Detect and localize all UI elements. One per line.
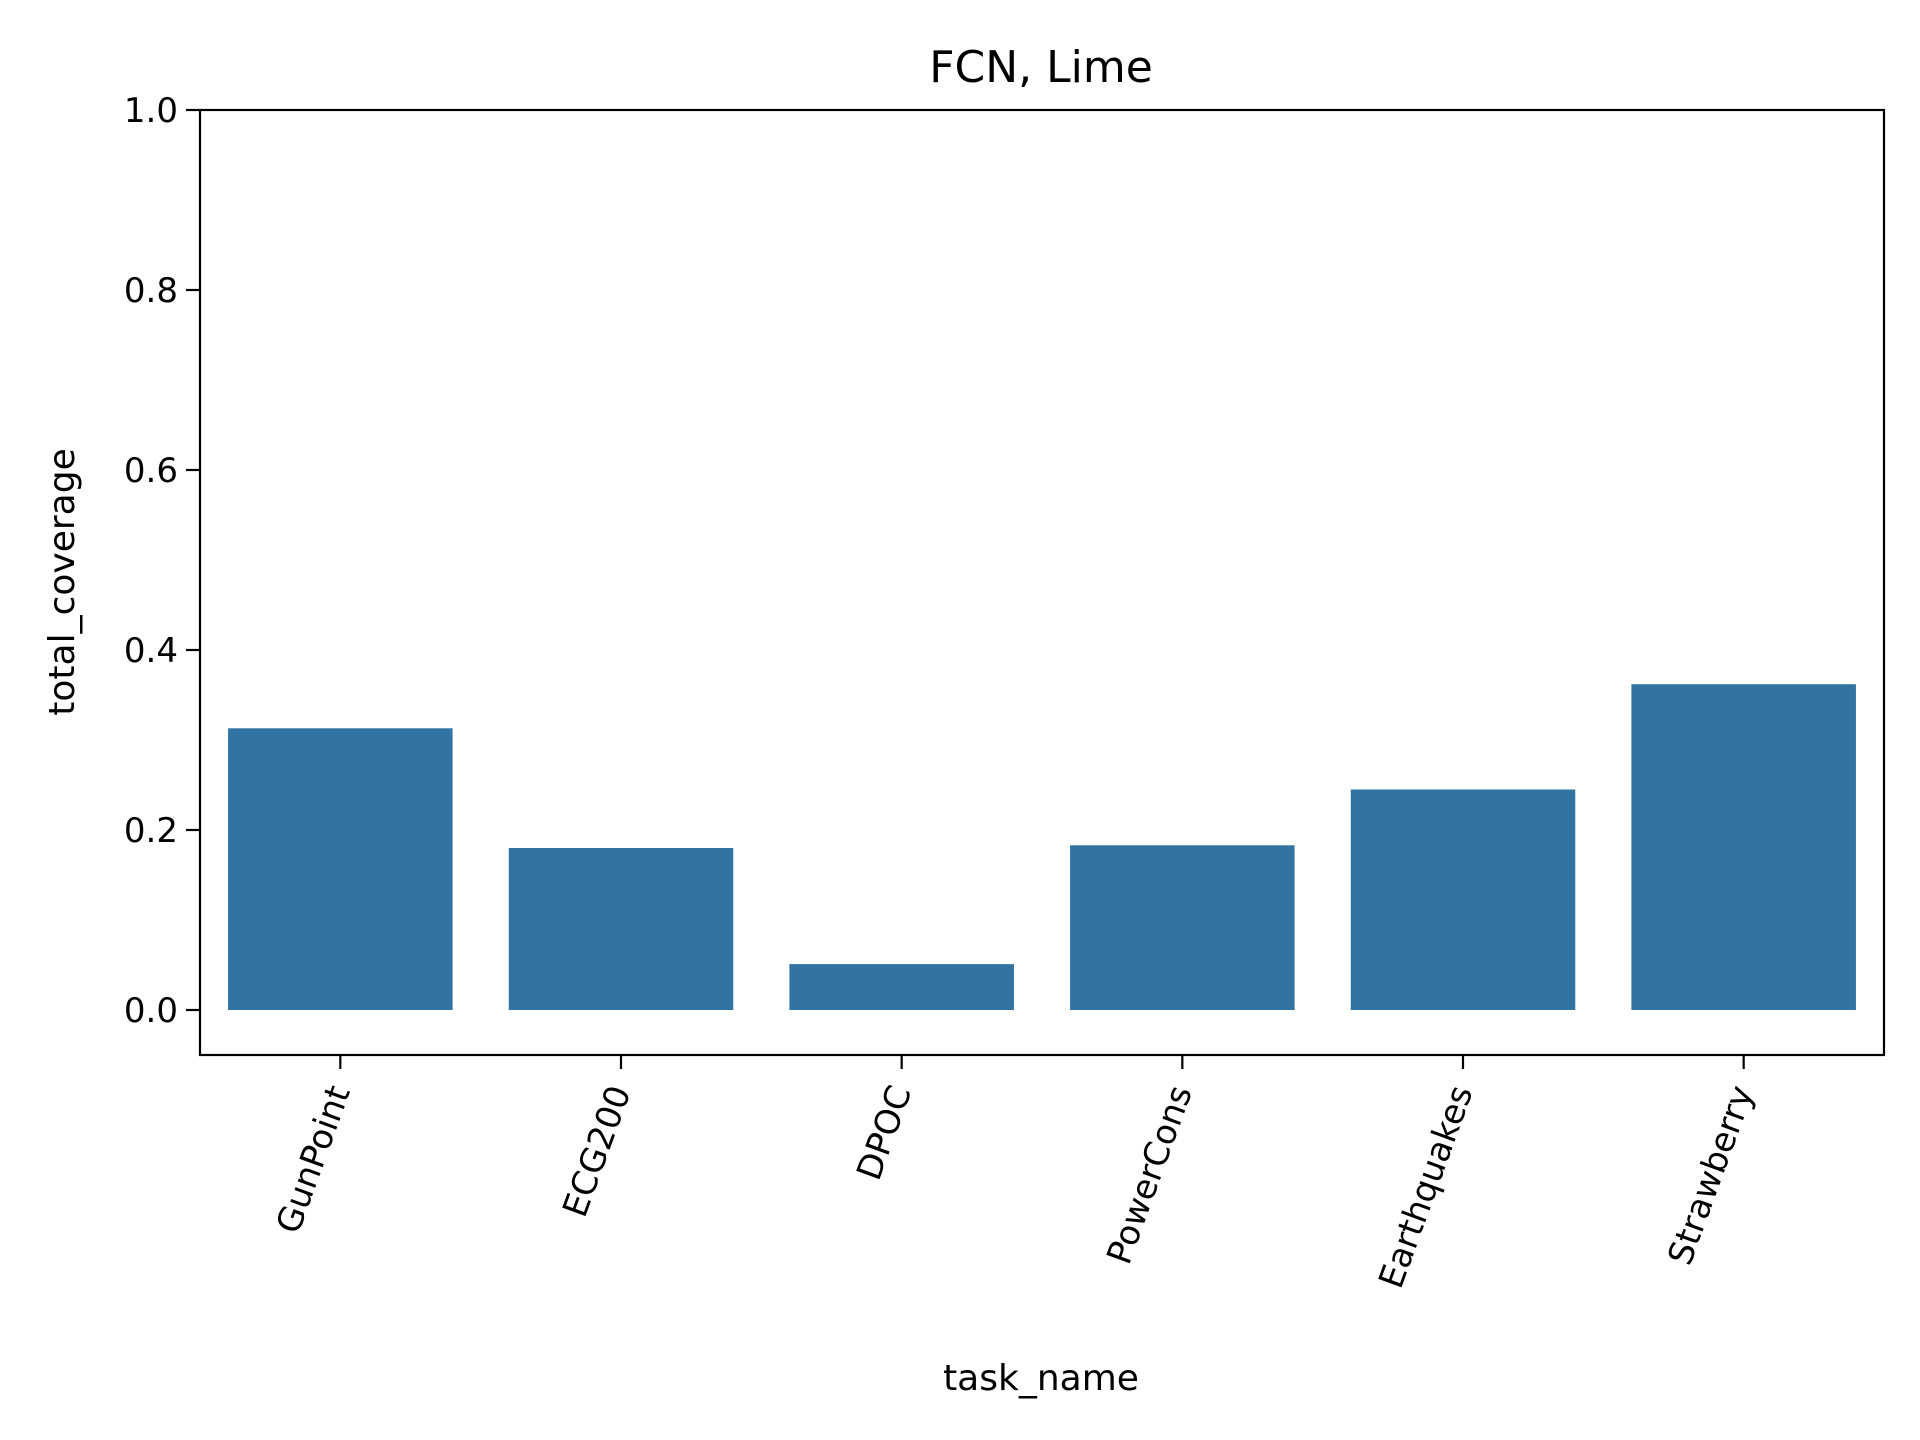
y-tick-label: 0.0 <box>124 991 178 1031</box>
bar-dpoc <box>789 964 1014 1010</box>
x-tick-label-dpoc: DPOC <box>849 1080 920 1185</box>
x-tick-label-gunpoint: GunPoint <box>269 1080 359 1238</box>
x-tick-label-ecg200: ECG200 <box>555 1080 639 1222</box>
y-tick-label: 0.2 <box>124 811 178 851</box>
plot-frame <box>198 108 1886 1057</box>
x-tick-label-powercons: PowerCons <box>1099 1080 1200 1269</box>
bars-group <box>228 684 1856 1010</box>
bar-earthquakes <box>1350 789 1576 1010</box>
x-axis: GunPoint ECG200 DPOC PowerCons Earthquakes St… <box>269 1055 1762 1294</box>
x-axis-label: task_name <box>943 1358 1139 1399</box>
bar-gunpoint <box>228 728 453 1010</box>
x-tick-label-earthquakes: Earthquakes <box>1371 1080 1481 1293</box>
y-tick-label: 0.6 <box>124 451 178 491</box>
y-tick-label: 1.0 <box>124 91 178 131</box>
y-tick-label: 0.4 <box>124 631 178 671</box>
bar-strawberry <box>1631 684 1856 1010</box>
y-tick-label: 0.8 <box>124 271 178 311</box>
bar-ecg200 <box>508 848 734 1010</box>
chart-title: FCN, Lime <box>929 42 1153 93</box>
x-tick-label-strawberry: Strawberry <box>1660 1080 1762 1270</box>
y-axis-label: total_coverage <box>42 448 83 715</box>
y-axis: 0.0 0.2 0.4 0.6 0.8 1.0 <box>124 91 200 1031</box>
bar-powercons <box>1070 845 1295 1010</box>
